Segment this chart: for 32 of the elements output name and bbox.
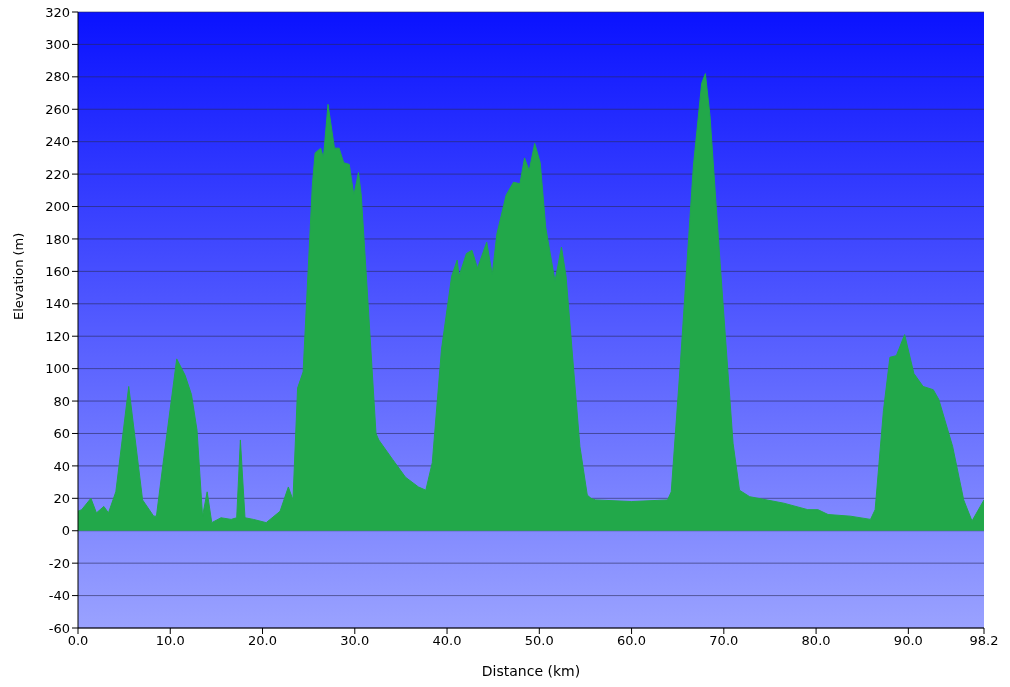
y-tick-label: 120	[45, 328, 70, 344]
y-tick-label: 160	[45, 263, 70, 279]
y-tick-label: 100	[45, 361, 70, 377]
x-tick-label: 40.0	[432, 633, 462, 649]
y-tick-label: -40	[48, 588, 70, 604]
y-axis-title: Elevation (m)	[10, 232, 26, 320]
x-tick-label: 80.0	[801, 633, 831, 649]
x-tick-label: 0.0	[67, 633, 89, 649]
x-tick-label: 90.0	[893, 633, 923, 649]
y-tick-label: 260	[45, 101, 70, 117]
x-tick-label: 30.0	[340, 633, 370, 649]
y-tick-label: 240	[45, 134, 70, 150]
y-tick-label: 0	[61, 523, 70, 539]
x-tick-label: 60.0	[617, 633, 647, 649]
y-tick-label: 300	[45, 37, 70, 53]
y-tick-label: 200	[45, 199, 70, 215]
y-tick-label: -20	[48, 555, 70, 571]
y-tick-label: 220	[45, 166, 70, 182]
x-tick-label: 70.0	[709, 633, 739, 649]
y-tick-label: 280	[45, 69, 70, 85]
y-tick-label: 60	[53, 426, 70, 442]
y-tick-label: 20	[53, 490, 70, 506]
y-tick-label: -60	[48, 620, 70, 636]
y-tick-label: 80	[53, 393, 70, 409]
y-tick-label: 40	[53, 458, 70, 474]
x-tick-label: 50.0	[524, 633, 554, 649]
y-tick-label: 140	[45, 296, 70, 312]
y-tick-label: 180	[45, 231, 70, 247]
x-axis-title: Distance (km)	[481, 663, 581, 679]
x-tick-label: 20.0	[248, 633, 277, 649]
x-tick-label: 98.2	[969, 633, 999, 649]
x-tick-label: 10.0	[155, 633, 185, 649]
